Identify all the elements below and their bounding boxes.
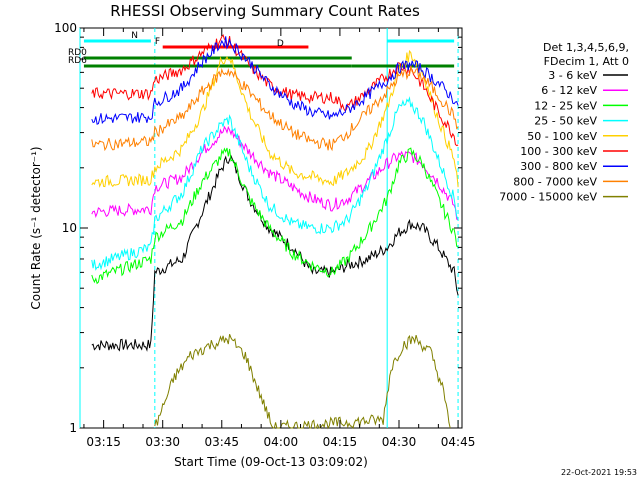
- flag-rd6-label: RD6: [68, 56, 87, 66]
- x-tick-label-1: 03:30: [145, 435, 180, 449]
- x-tick-label-6: 04:45: [441, 435, 476, 449]
- legend-label-5: 100 - 300 keV: [520, 145, 597, 158]
- legend-label-6: 300 - 800 keV: [520, 160, 597, 173]
- y-tick-label-0: 1: [69, 421, 77, 435]
- y-axis: 1 10 100: [54, 21, 462, 435]
- x-tick-label-4: 04:15: [323, 435, 358, 449]
- series-line-3: [91, 96, 459, 271]
- flag-f-label: F: [155, 37, 160, 47]
- x-tick-label-2: 03:45: [204, 435, 239, 449]
- legend-header-line-1: Det 1,3,4,5,6,9,: [543, 41, 629, 54]
- legend-label-8: 7000 - 15000 keV: [499, 191, 597, 204]
- flag-n-label: N: [131, 31, 138, 41]
- legend-label-1: 6 - 12 keV: [541, 84, 597, 97]
- series-line-2: [91, 147, 459, 285]
- legend-label-3: 25 - 50 keV: [534, 115, 597, 128]
- x-tick-label-5: 04:30: [382, 435, 417, 449]
- y-tick-label-2: 100: [54, 21, 77, 35]
- data-series: [91, 34, 459, 430]
- series-line-4: [91, 49, 459, 188]
- series-line-7: [91, 65, 459, 152]
- series-line-6: [91, 36, 459, 125]
- series-line-5: [91, 34, 459, 147]
- render-timestamp: 22-Oct-2021 19:53: [561, 468, 637, 477]
- chart-title: RHESSI Observing Summary Count Rates: [110, 2, 420, 20]
- legend: Det 1,3,4,5,6,9, FDecim 1, Att 0 3 - 6 k…: [499, 41, 629, 204]
- x-axis-label: Start Time (09-Oct-13 03:09:02): [174, 455, 368, 469]
- series-line-0: [91, 154, 459, 352]
- flag-rd0-label: RD0: [68, 48, 87, 58]
- legend-label-7: 800 - 7000 keV: [513, 175, 597, 188]
- legend-label-4: 50 - 100 keV: [527, 130, 597, 143]
- series-line-8: [154, 334, 451, 430]
- x-tick-label-0: 03:15: [86, 435, 121, 449]
- flag-d-label: D: [277, 39, 284, 49]
- legend-header-line-2: FDecim 1, Att 0: [544, 55, 629, 68]
- legend-label-2: 12 - 25 keV: [534, 99, 597, 112]
- legend-items: 3 - 6 keV 6 - 12 keV 12 - 25 keV 25 - 50 ke…: [499, 69, 628, 204]
- x-tick-label-3: 04:00: [264, 435, 299, 449]
- y-axis-label: Count Rate (s⁻¹ detector⁻¹): [29, 146, 43, 309]
- legend-label-0: 3 - 6 keV: [548, 69, 597, 82]
- series-line-1: [91, 125, 459, 221]
- y-tick-label-1: 10: [62, 221, 77, 235]
- x-axis: 03:15 03:30 03:45 04:00 04:15 04:30 04:45: [83, 28, 476, 449]
